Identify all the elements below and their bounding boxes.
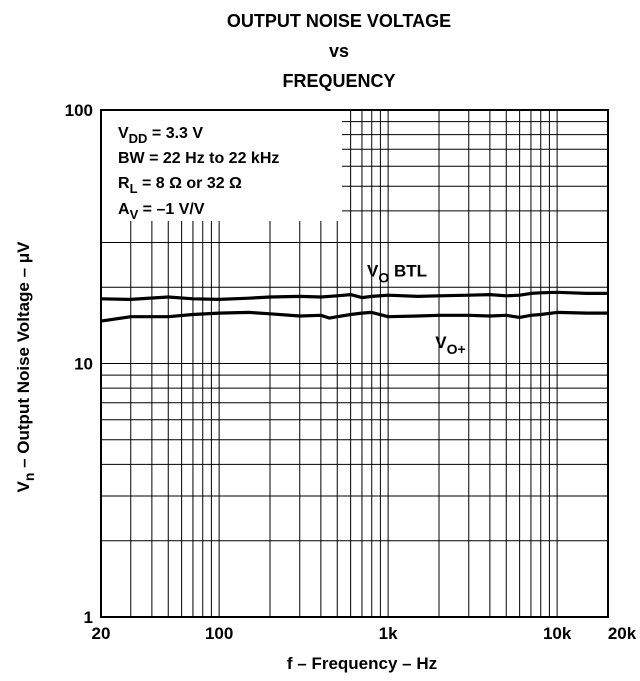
tick-labels: 20 100 1k 10k 20k 1 10 100 [65, 101, 637, 643]
conditions-box: VDD = 3.3 V BW = 22 Hz to 22 kHz RL = 8 Ω … [102, 111, 342, 222]
plot-frame [100, 109, 609, 618]
series-layer: VO BTL VO+ [100, 262, 608, 357]
x-tick-label: 20 [92, 624, 111, 643]
chart-title-line-2: vs [329, 41, 349, 61]
chart-title-line-1: OUTPUT NOISE VOLTAGE [227, 11, 451, 31]
y-tick-label: 100 [65, 101, 93, 120]
x-tick-label: 20k [608, 624, 637, 643]
x-tick-label: 100 [205, 624, 233, 643]
conditions-background [102, 111, 342, 221]
series-label-1: VO BTL [367, 262, 427, 286]
y-tick-label: 10 [74, 355, 93, 374]
chart-title-line-3: FREQUENCY [282, 71, 395, 91]
x-axis-label: f – Frequency – Hz [287, 654, 437, 673]
x-tick-label: 1k [379, 624, 398, 643]
series-line-2 [100, 310, 608, 323]
y-tick-label: 1 [84, 608, 93, 627]
chart-title: OUTPUT NOISE VOLTAGE vs FREQUENCY [227, 11, 451, 91]
condition-line: AV = –1 V/V [118, 201, 205, 222]
condition-line: RL = 8 Ω or 32 Ω [118, 175, 242, 196]
series-label-2: VO+ [435, 333, 465, 357]
series-line-1 [100, 290, 608, 301]
x-tick-label: 10k [543, 624, 572, 643]
condition-line: BW = 22 Hz to 22 kHz [118, 150, 279, 167]
condition-line: VDD = 3.3 V [118, 125, 203, 146]
y-axis-label: Vn – Output Noise Voltage – μV [14, 241, 37, 493]
